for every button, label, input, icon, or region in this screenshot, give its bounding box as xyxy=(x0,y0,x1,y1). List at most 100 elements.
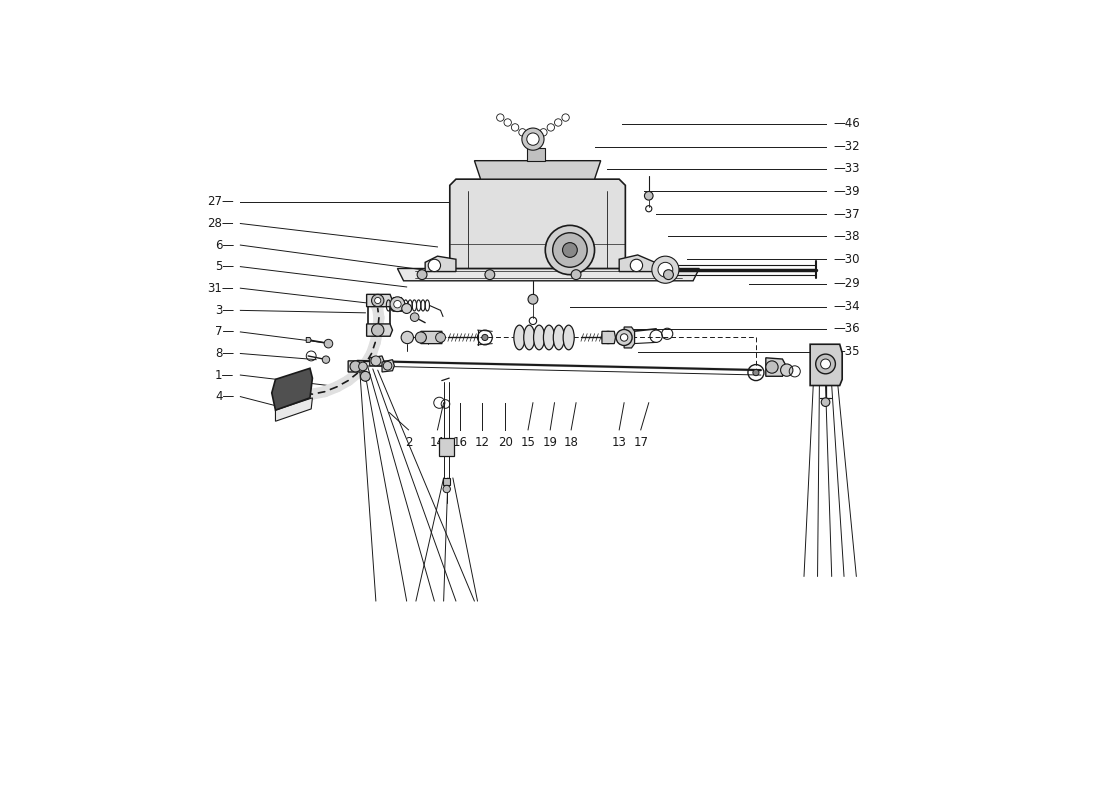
Circle shape xyxy=(571,270,581,279)
Circle shape xyxy=(546,226,594,274)
Polygon shape xyxy=(527,148,546,161)
Circle shape xyxy=(390,297,405,311)
Circle shape xyxy=(528,294,538,304)
Circle shape xyxy=(359,362,367,370)
Circle shape xyxy=(766,361,778,373)
Text: —33: —33 xyxy=(833,162,859,175)
Circle shape xyxy=(620,334,628,341)
Text: 5—: 5— xyxy=(216,260,234,273)
Text: 20: 20 xyxy=(498,436,513,449)
Text: 19: 19 xyxy=(542,436,558,449)
Circle shape xyxy=(816,354,835,374)
Circle shape xyxy=(383,362,392,370)
Text: 2: 2 xyxy=(405,436,412,449)
Circle shape xyxy=(552,233,587,267)
Circle shape xyxy=(375,298,381,303)
Text: 17: 17 xyxy=(634,436,648,449)
Circle shape xyxy=(781,364,793,376)
Circle shape xyxy=(482,334,488,341)
Circle shape xyxy=(443,486,450,493)
Polygon shape xyxy=(370,356,384,366)
Circle shape xyxy=(602,331,614,344)
Polygon shape xyxy=(450,179,625,269)
Polygon shape xyxy=(366,294,393,306)
Circle shape xyxy=(322,356,330,363)
Polygon shape xyxy=(810,344,843,386)
Circle shape xyxy=(752,370,759,376)
Circle shape xyxy=(417,270,427,279)
Text: 28—: 28— xyxy=(208,217,234,230)
Text: 18: 18 xyxy=(563,436,579,449)
Ellipse shape xyxy=(534,325,544,350)
Polygon shape xyxy=(425,256,455,271)
Ellipse shape xyxy=(514,325,525,350)
Text: 6—: 6— xyxy=(214,238,234,251)
Text: 15: 15 xyxy=(520,436,536,449)
Polygon shape xyxy=(619,255,654,271)
Circle shape xyxy=(324,339,332,348)
Text: 31—: 31— xyxy=(208,282,234,294)
Ellipse shape xyxy=(553,325,564,350)
Circle shape xyxy=(645,191,653,200)
Text: 16: 16 xyxy=(453,436,468,449)
Circle shape xyxy=(658,262,673,277)
Circle shape xyxy=(663,270,673,279)
Text: —30: —30 xyxy=(833,253,859,266)
Circle shape xyxy=(372,324,384,336)
Text: 7—: 7— xyxy=(214,326,234,338)
Ellipse shape xyxy=(543,325,554,350)
Ellipse shape xyxy=(524,325,535,350)
Polygon shape xyxy=(602,331,616,344)
Circle shape xyxy=(350,361,361,372)
Circle shape xyxy=(416,332,427,343)
Circle shape xyxy=(394,301,402,308)
Polygon shape xyxy=(275,398,312,422)
Polygon shape xyxy=(397,269,700,281)
Circle shape xyxy=(372,294,384,306)
Polygon shape xyxy=(421,331,443,344)
Polygon shape xyxy=(443,478,450,486)
Circle shape xyxy=(652,256,679,283)
Ellipse shape xyxy=(563,325,574,350)
Text: 4—: 4— xyxy=(214,390,234,403)
Polygon shape xyxy=(382,360,394,372)
Circle shape xyxy=(361,371,371,382)
Text: —32: —32 xyxy=(833,140,859,153)
Text: 8—: 8— xyxy=(216,347,234,360)
Circle shape xyxy=(562,242,578,258)
Text: —37: —37 xyxy=(833,208,859,221)
Polygon shape xyxy=(766,358,786,376)
Circle shape xyxy=(410,313,419,322)
Circle shape xyxy=(485,270,495,279)
Text: —29: —29 xyxy=(833,278,860,290)
Polygon shape xyxy=(306,338,311,342)
Text: —35: —35 xyxy=(833,345,859,358)
Text: 13: 13 xyxy=(612,436,627,449)
Circle shape xyxy=(821,359,830,369)
Circle shape xyxy=(527,133,539,146)
Circle shape xyxy=(521,128,544,150)
Polygon shape xyxy=(624,327,635,348)
Polygon shape xyxy=(348,361,365,372)
Polygon shape xyxy=(439,438,454,456)
Text: 3—: 3— xyxy=(216,304,234,317)
Polygon shape xyxy=(366,324,393,336)
Circle shape xyxy=(371,356,381,366)
Text: 12: 12 xyxy=(475,436,490,449)
Text: —39: —39 xyxy=(833,185,859,198)
Circle shape xyxy=(428,259,440,271)
Polygon shape xyxy=(474,161,601,179)
Circle shape xyxy=(630,259,642,271)
Text: 1—: 1— xyxy=(214,369,234,382)
Text: 14: 14 xyxy=(430,436,446,449)
Circle shape xyxy=(822,398,829,406)
Text: —46: —46 xyxy=(833,118,860,130)
Text: —34: —34 xyxy=(833,300,859,313)
Text: 27—: 27— xyxy=(208,195,234,209)
Circle shape xyxy=(402,331,414,344)
Circle shape xyxy=(616,330,632,346)
Polygon shape xyxy=(272,368,312,410)
Circle shape xyxy=(402,303,411,314)
Text: —36: —36 xyxy=(833,322,859,335)
Circle shape xyxy=(436,333,446,342)
